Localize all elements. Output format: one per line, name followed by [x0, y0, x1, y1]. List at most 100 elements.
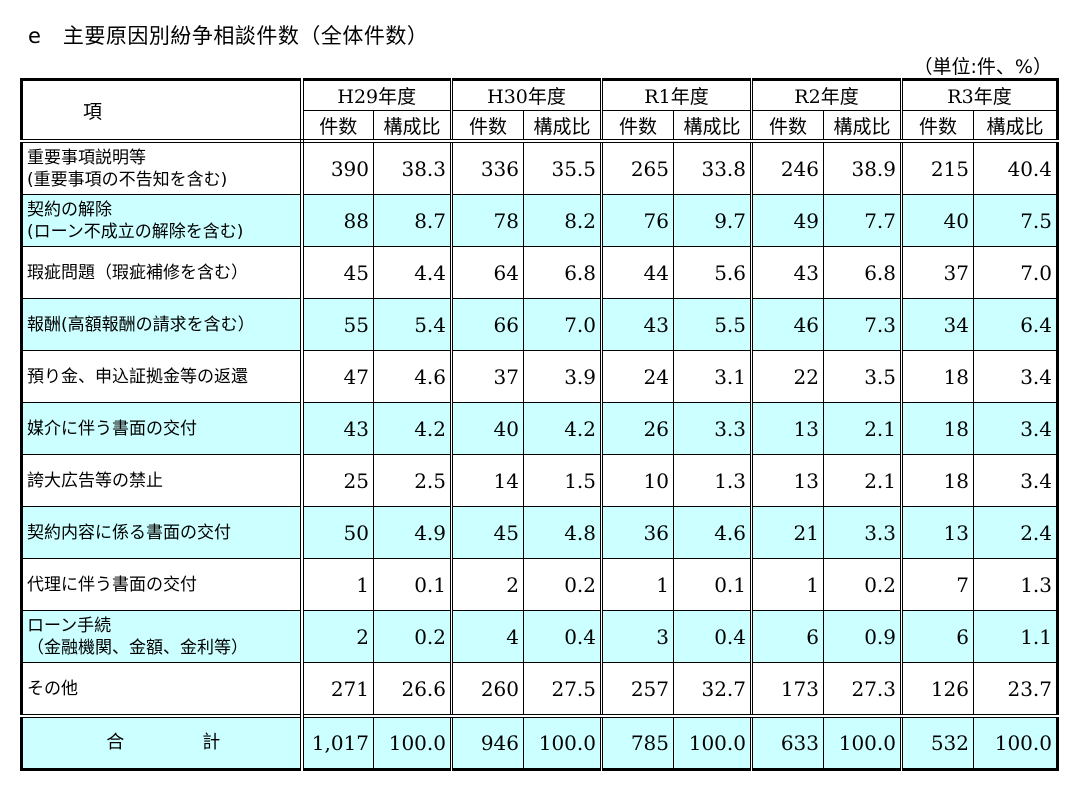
- count-cell: 126: [900, 662, 974, 717]
- count-cell: 45: [301, 246, 374, 299]
- count-cell: 55: [301, 298, 374, 351]
- ratio-cell: 100.0: [523, 714, 602, 770]
- count-cell: 47: [301, 350, 374, 403]
- ratio-cell: 4.9: [373, 506, 452, 559]
- count-cell: 18: [900, 402, 974, 455]
- count-cell: 37: [450, 350, 524, 403]
- ratio-cell: 3.4: [973, 454, 1058, 507]
- header-ratio: 構成比: [373, 110, 452, 143]
- ratio-cell: 4.4: [373, 246, 452, 299]
- count-cell: 40: [900, 194, 974, 247]
- header-year: R3年度: [900, 79, 1058, 111]
- ratio-cell: 0.4: [523, 610, 602, 663]
- ratio-cell: 3.3: [823, 506, 902, 559]
- count-cell: 66: [450, 298, 524, 351]
- count-cell: 785: [600, 714, 674, 770]
- count-cell: 43: [600, 298, 674, 351]
- count-cell: 46: [750, 298, 824, 351]
- ratio-cell: 27.5: [523, 662, 602, 717]
- row-label: 契約の解除 (ローン不成立の解除を含む): [21, 194, 304, 247]
- count-cell: 1: [600, 558, 674, 611]
- count-cell: 7: [900, 558, 974, 611]
- count-cell: 532: [900, 714, 974, 770]
- ratio-cell: 1.3: [973, 558, 1058, 611]
- ratio-cell: 7.3: [823, 298, 902, 351]
- ratio-cell: 3.5: [823, 350, 902, 403]
- count-cell: 21: [750, 506, 824, 559]
- count-cell: 44: [600, 246, 674, 299]
- ratio-cell: 100.0: [373, 714, 452, 770]
- count-cell: 2: [301, 610, 374, 663]
- count-cell: 18: [900, 350, 974, 403]
- table-row: 瑕疵問題（瑕疵補修を含む） 45 4.4 64 6.8 44 5.6 43 6.8 37 7.0: [21, 246, 1058, 299]
- ratio-cell: 0.2: [823, 558, 902, 611]
- header-ratio: 構成比: [673, 110, 752, 143]
- header-row-years: 項 目 H29年度 H30年度 R1年度 R2年度 R3年度: [21, 79, 1058, 143]
- count-cell: 10: [600, 454, 674, 507]
- header-count: 件数: [900, 110, 974, 143]
- count-cell: 173: [750, 662, 824, 717]
- ratio-cell: 7.0: [973, 246, 1058, 299]
- ratio-cell: 2.5: [373, 454, 452, 507]
- count-cell: 43: [750, 246, 824, 299]
- ratio-cell: 6.8: [523, 246, 602, 299]
- ratio-cell: 2.1: [823, 454, 902, 507]
- count-cell: 40: [450, 402, 524, 455]
- row-label: 預り金、申込証拠金等の返還: [21, 350, 304, 403]
- count-cell: 271: [301, 662, 374, 717]
- ratio-cell: 4.2: [523, 402, 602, 455]
- count-cell: 34: [900, 298, 974, 351]
- count-cell: 18: [900, 454, 974, 507]
- count-cell: 6: [750, 610, 824, 663]
- ratio-cell: 0.9: [823, 610, 902, 663]
- count-cell: 633: [750, 714, 824, 770]
- row-label: 代理に伴う書面の交付: [21, 558, 304, 611]
- count-cell: 1: [750, 558, 824, 611]
- table-row: その他 271 26.6 260 27.5 257 32.7 173 27.3 126 23.7: [21, 662, 1058, 717]
- ratio-cell: 4.8: [523, 506, 602, 559]
- row-label: 媒介に伴う書面の交付: [21, 402, 304, 455]
- count-cell: 13: [750, 454, 824, 507]
- count-cell: 76: [600, 194, 674, 247]
- count-cell: 336: [450, 140, 524, 195]
- table-row: 預り金、申込証拠金等の返還 47 4.6 37 3.9 24 3.1 22 3.5 18 3.4: [21, 350, 1058, 403]
- ratio-cell: 1.1: [973, 610, 1058, 663]
- count-cell: 6: [900, 610, 974, 663]
- ratio-cell: 0.2: [373, 610, 452, 663]
- row-label: 契約内容に係る書面の交付: [21, 506, 304, 559]
- page-title: e 主要原因別紛争相談件数（全体件数）: [28, 24, 429, 48]
- ratio-cell: 100.0: [673, 714, 752, 770]
- ratio-cell: 100.0: [823, 714, 902, 770]
- count-cell: 260: [450, 662, 524, 717]
- ratio-cell: 5.4: [373, 298, 452, 351]
- ratio-cell: 6.4: [973, 298, 1058, 351]
- header-count: 件数: [450, 110, 524, 143]
- count-cell: 37: [900, 246, 974, 299]
- count-cell: 49: [750, 194, 824, 247]
- ratio-cell: 3.9: [523, 350, 602, 403]
- ratio-cell: 27.3: [823, 662, 902, 717]
- ratio-cell: 7.0: [523, 298, 602, 351]
- count-cell: 390: [301, 140, 374, 195]
- ratio-cell: 8.7: [373, 194, 452, 247]
- row-label: 合 計: [21, 714, 304, 770]
- ratio-cell: 2.4: [973, 506, 1058, 559]
- ratio-cell: 5.6: [673, 246, 752, 299]
- row-label: 報酬(高額報酬の請求を含む）: [21, 298, 304, 351]
- header-year: H29年度: [301, 79, 452, 111]
- table-row: 契約の解除 (ローン不成立の解除を含む) 88 8.7 78 8.2 76 9.7 49 7.7 4…: [21, 194, 1058, 247]
- ratio-cell: 0.1: [373, 558, 452, 611]
- ratio-cell: 0.4: [673, 610, 752, 663]
- table-row: 契約内容に係る書面の交付 50 4.9 45 4.8 36 4.6 21 3.3 13 2.4: [21, 506, 1058, 559]
- count-cell: 265: [600, 140, 674, 195]
- ratio-cell: 4.2: [373, 402, 452, 455]
- ratio-cell: 7.7: [823, 194, 902, 247]
- count-cell: 78: [450, 194, 524, 247]
- ratio-cell: 7.5: [973, 194, 1058, 247]
- ratio-cell: 3.3: [673, 402, 752, 455]
- table-row: ローン手続 （金融機関、金額、金利等） 2 0.2 4 0.4 3 0.4 6 0.9 6 1.1: [21, 610, 1058, 663]
- header-ratio: 構成比: [823, 110, 902, 143]
- ratio-cell: 8.2: [523, 194, 602, 247]
- ratio-cell: 23.7: [973, 662, 1058, 717]
- ratio-cell: 38.9: [823, 140, 902, 195]
